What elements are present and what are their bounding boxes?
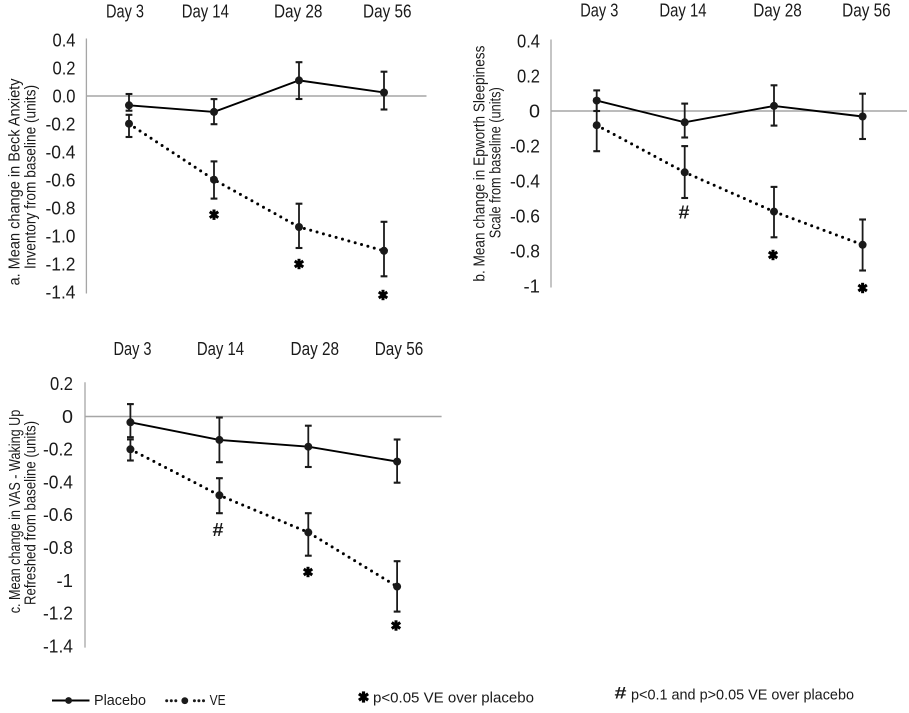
- svg-text:p<0.05 VE over placebo: p<0.05 VE over placebo: [373, 690, 534, 707]
- svg-text:-0.8: -0.8: [43, 538, 73, 558]
- svg-text:0.4: 0.4: [517, 31, 540, 51]
- svg-text:#: #: [213, 520, 224, 540]
- svg-text:Day 3: Day 3: [580, 1, 618, 21]
- svg-text:0.0: 0.0: [53, 86, 76, 106]
- svg-text:-0.6: -0.6: [43, 505, 73, 525]
- svg-text:Day 56: Day 56: [375, 339, 424, 359]
- svg-text:Day 14: Day 14: [197, 339, 244, 359]
- svg-text:-1: -1: [524, 276, 541, 296]
- svg-text:-1.2: -1.2: [46, 254, 76, 274]
- svg-text:-0.4: -0.4: [43, 472, 73, 492]
- svg-text:Inventory from baseline (units: Inventory from baseline (units): [23, 85, 40, 269]
- svg-text:Placebo: Placebo: [94, 692, 146, 708]
- svg-text:-0.4: -0.4: [46, 142, 76, 162]
- svg-text:Day 14: Day 14: [659, 1, 706, 21]
- svg-text:-1.4: -1.4: [43, 636, 73, 656]
- svg-text:a. Mean change in Beck Anxiety: a. Mean change in Beck Anxiety: [7, 79, 24, 286]
- svg-text:-1: -1: [57, 571, 74, 591]
- svg-text:0.2: 0.2: [50, 374, 73, 394]
- svg-text:Day 28: Day 28: [291, 339, 340, 359]
- svg-text:p<0.1 and p>0.05 VE over place: p<0.1 and p>0.05 VE over placebo: [631, 686, 854, 703]
- svg-text:-1.2: -1.2: [43, 604, 73, 624]
- svg-text:-0.2: -0.2: [510, 136, 540, 156]
- svg-text:-0.2: -0.2: [43, 440, 73, 460]
- svg-text:-0.6: -0.6: [510, 206, 540, 226]
- svg-text:Day 56: Day 56: [842, 1, 891, 21]
- svg-text:Refreshed from baseline (units: Refreshed from baseline (units): [23, 421, 40, 605]
- svg-text:#: #: [679, 202, 690, 222]
- svg-text:0.2: 0.2: [517, 66, 540, 86]
- svg-text:Day 28: Day 28: [753, 1, 802, 21]
- svg-text:b. Mean change in Epworth Slee: b. Mean change in Epworth Sleepiness: [472, 46, 489, 282]
- svg-text:-0.8: -0.8: [510, 241, 540, 261]
- svg-text:-0.8: -0.8: [46, 198, 76, 218]
- svg-text:-0.4: -0.4: [510, 171, 540, 191]
- svg-text:#: #: [615, 684, 628, 703]
- svg-text:Day 3: Day 3: [114, 339, 152, 359]
- svg-text:-0.2: -0.2: [46, 114, 76, 134]
- svg-text:Day 28: Day 28: [274, 2, 323, 22]
- svg-text:Scale from baseline (units): Scale from baseline (units): [488, 87, 505, 238]
- svg-text:c. Mean change in VAS - Waking: c. Mean change in VAS - Waking Up: [7, 410, 24, 614]
- svg-text:-1.0: -1.0: [46, 226, 76, 246]
- svg-text:-1.4: -1.4: [46, 282, 76, 302]
- svg-text:0.2: 0.2: [53, 58, 76, 78]
- svg-text:Day 56: Day 56: [363, 2, 412, 22]
- svg-text:0: 0: [529, 101, 540, 121]
- svg-text:Day 14: Day 14: [182, 2, 229, 22]
- svg-text:0: 0: [62, 407, 73, 427]
- svg-text:Day 3: Day 3: [106, 2, 144, 22]
- svg-text:0.4: 0.4: [53, 30, 76, 50]
- svg-text:-0.6: -0.6: [46, 170, 76, 190]
- svg-text:VE: VE: [210, 692, 226, 708]
